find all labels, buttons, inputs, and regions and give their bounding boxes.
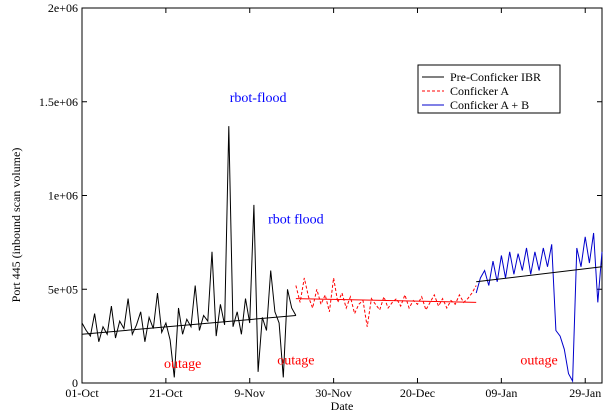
series-line-1	[295, 277, 477, 327]
trend-line-1	[295, 298, 477, 303]
annotation-label: rbot-flood	[230, 91, 287, 106]
legend-entry: Pre-Conficker IBR	[450, 70, 541, 84]
series-line-0	[81, 126, 297, 378]
x-tick-label: 29-Jan	[569, 386, 601, 400]
annotation-label: outage	[277, 353, 314, 368]
annotation-label: outage	[520, 353, 557, 368]
x-axis: 01-Oct 21-Oct 9-Nov 30-Nov 20-Dec 09-Jan 29-Ja…	[65, 8, 601, 400]
y-axis: 0 5e+05 1e+06 1.5e+06 2e+06	[39, 1, 602, 390]
x-tick-label: 09-Jan	[485, 386, 517, 400]
legend-entry: Conficker A	[450, 84, 509, 98]
annotations: rbot-flood rbot flood outage outage outage	[164, 91, 558, 372]
trend-line-0	[81, 315, 296, 335]
annotation-label: rbot flood	[268, 213, 324, 228]
y-tick-label: 1.5e+06	[39, 95, 78, 109]
annotation-label: outage	[164, 357, 201, 372]
trend-layer	[81, 266, 603, 335]
x-tick-label: 01-Oct	[65, 386, 99, 400]
trend-line-2	[476, 266, 603, 283]
x-tick-label: 9-Nov	[234, 386, 265, 400]
series-layer	[81, 126, 603, 383]
plot-frame	[81, 7, 603, 384]
legend-entry: Conficker A + B	[450, 98, 529, 112]
x-tick-label: 21-Oct	[149, 386, 183, 400]
x-tick-label: 30-Nov	[315, 386, 352, 400]
y-tick-label: 1e+06	[48, 189, 78, 203]
y-axis-label: Port 445 (inbound scan volume)	[9, 148, 23, 303]
y-tick-label: 5e+05	[48, 282, 78, 296]
y-tick-label: 0	[72, 376, 78, 390]
series-line-2	[475, 232, 603, 383]
x-axis-label: Date	[331, 399, 354, 413]
plot-border	[81, 7, 603, 384]
y-tick-label: 2e+06	[48, 1, 78, 15]
x-tick-label: 20-Dec	[400, 386, 435, 400]
